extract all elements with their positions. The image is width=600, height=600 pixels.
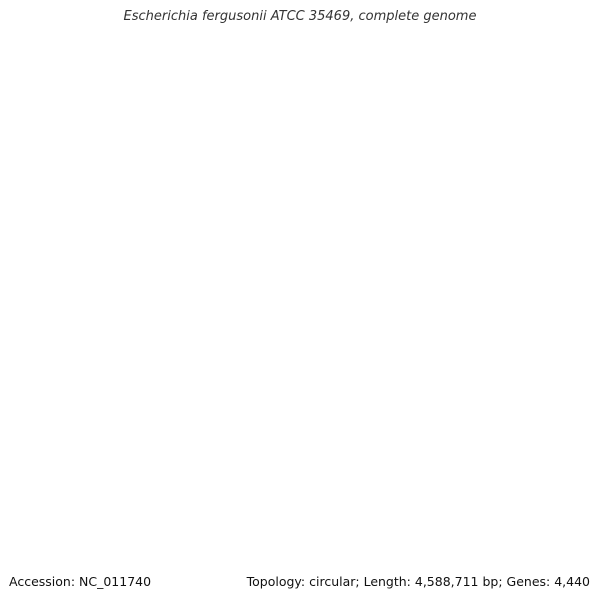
map-title: Escherichia fergusonii ATCC 35469, compl… [123, 9, 477, 24]
genome-summary-text: Topology: circular; Length: 4,588,711 bp… [246, 574, 590, 589]
accession-text: Accession: NC_011740 [9, 574, 152, 589]
